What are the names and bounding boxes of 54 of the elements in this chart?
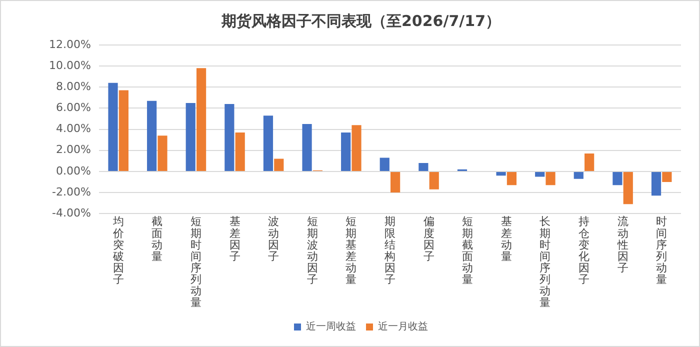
bar	[302, 124, 312, 171]
y-tick-label: 6.00%	[56, 101, 91, 114]
x-tick-label: 时间序列动量	[656, 215, 668, 286]
legend-label: 近一周收益	[306, 320, 356, 333]
x-tick-label: 基差因子	[229, 215, 240, 263]
bar	[380, 158, 390, 171]
bar	[263, 116, 274, 171]
y-tick-label: 2.00%	[56, 143, 91, 156]
bar	[429, 172, 439, 190]
bar	[352, 125, 362, 171]
legend-label: 近一月收益	[378, 320, 428, 333]
y-tick-label: -2.00%	[52, 185, 91, 198]
bar	[496, 172, 506, 176]
x-tick-label: 均价突破因子	[112, 215, 124, 286]
bar	[274, 158, 284, 171]
x-tick-label: 基差动量	[500, 215, 512, 263]
y-tick-label: -4.00%	[52, 206, 91, 220]
y-tick-label: 8.00%	[56, 80, 91, 94]
x-tick-label: 流动性因子	[616, 215, 628, 274]
bar	[224, 104, 234, 171]
bar	[196, 68, 206, 171]
bar	[418, 163, 428, 171]
x-tick-label: 短期波动因子	[306, 215, 318, 286]
x-tick-label: 波动因子	[268, 215, 280, 263]
bar	[186, 102, 196, 171]
bar	[662, 172, 672, 182]
bar	[506, 172, 517, 186]
bar	[574, 172, 584, 179]
x-tick-label: 短期时间序列动量	[190, 215, 202, 310]
bar	[612, 172, 622, 186]
bar	[623, 172, 633, 204]
x-tick-label: 短期截面动量	[462, 215, 474, 286]
bar	[535, 172, 545, 177]
bar	[341, 132, 351, 171]
x-tick-label: 短期基差动量	[346, 215, 357, 286]
y-tick-label: 4.00%	[56, 122, 91, 136]
y-tick-label: 10.00%	[48, 58, 91, 72]
x-tick-label: 期限结构因子	[383, 215, 396, 286]
bar	[108, 82, 118, 171]
x-tick-label: 截面动量	[152, 215, 163, 263]
x-tick-label: 持仓变化因子	[578, 215, 590, 286]
chart-title: 期货风格因子不同表现（至2026/7/17）	[220, 12, 501, 30]
bar	[118, 90, 128, 171]
bar	[147, 100, 157, 171]
bar	[651, 172, 662, 196]
y-tick-label: 0.00%	[56, 164, 91, 178]
x-tick-label: 长期时间序列动量	[540, 215, 551, 310]
bar	[546, 172, 556, 186]
y-tick-label: 12.00%	[48, 38, 91, 51]
bar	[235, 132, 245, 171]
x-tick-label: 偏度因子	[423, 215, 434, 263]
bar	[390, 172, 400, 193]
bar	[158, 136, 168, 171]
bar	[584, 154, 594, 171]
